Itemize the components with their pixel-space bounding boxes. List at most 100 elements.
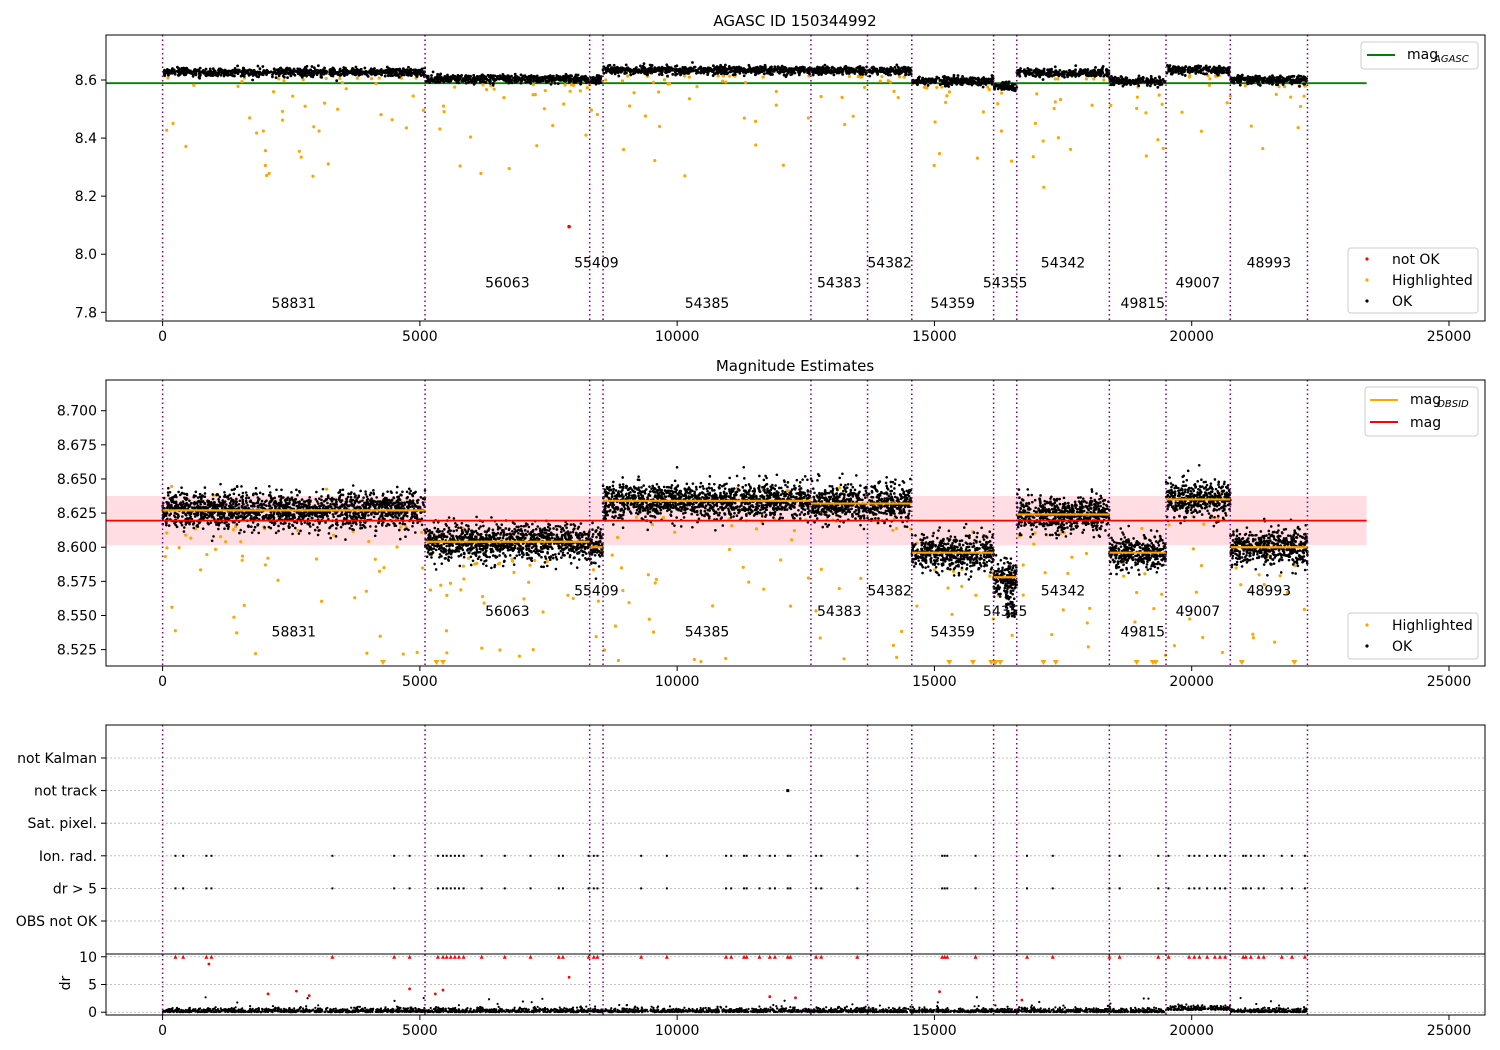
highlighted-point [711, 604, 715, 608]
clipped-marker [1133, 660, 1140, 665]
highlighted-point [311, 174, 315, 178]
ok-point [1080, 69, 1083, 73]
ok-point [246, 504, 249, 507]
ok-point [482, 80, 485, 84]
ok-point [181, 67, 185, 71]
ok-point [1278, 79, 1282, 82]
highlighted-point [960, 584, 964, 588]
ok-point [210, 72, 213, 76]
panel-magnitude-estimates: Magnitude Estimates 58831560635540954385… [57, 357, 1486, 690]
ok-point [599, 77, 602, 81]
ok-point [450, 75, 454, 79]
highlighted-point [480, 646, 484, 650]
ok-point [776, 70, 780, 74]
ok-point [358, 73, 362, 76]
ok-point [329, 502, 332, 506]
highlighted-point [610, 553, 614, 557]
ok-point [1196, 64, 1200, 68]
obsid-label: 54355 [983, 276, 1028, 292]
ok-point [555, 74, 559, 77]
highlighted-point [616, 658, 621, 663]
highlighted-point [842, 657, 846, 661]
highlighted-point [851, 114, 855, 118]
highlighted-point [439, 583, 443, 587]
ok-point [941, 75, 945, 79]
ok-point [380, 522, 384, 526]
highlighted-point [484, 87, 489, 92]
highlighted-point [585, 86, 589, 90]
ok-point [284, 501, 288, 505]
highlighted-point [1043, 571, 1047, 575]
ok-point [348, 514, 352, 517]
highlighted-point [1056, 136, 1060, 140]
ok-point [937, 76, 941, 80]
ok-point [389, 73, 393, 77]
ok-point [989, 78, 993, 82]
ok-point [163, 70, 166, 73]
ok-point [383, 74, 387, 78]
highlighted-point [743, 80, 748, 85]
highlighted-point [240, 80, 244, 84]
highlighted-point [177, 546, 181, 550]
ok-point [308, 73, 312, 77]
ok-point [721, 68, 725, 72]
highlighted-point [266, 556, 270, 560]
ok-point [939, 78, 943, 82]
highlighted-point [271, 90, 276, 94]
ok-point [1158, 78, 1162, 82]
ok-point [930, 77, 934, 81]
ok-point [633, 71, 637, 75]
ok-point [852, 70, 855, 74]
ok-point [1029, 68, 1033, 72]
ok-point [198, 492, 202, 496]
ok-point [1121, 84, 1125, 88]
ok-point [175, 65, 179, 69]
ok-point [544, 79, 548, 83]
ok-point [312, 66, 316, 70]
highlighted-point [843, 122, 847, 127]
ok-point [484, 77, 488, 81]
ok-point [1169, 67, 1173, 71]
ok-point [871, 65, 875, 69]
clipped-marker [433, 660, 440, 665]
ok-point [256, 71, 260, 75]
ok-point [282, 69, 286, 73]
ok-point [237, 493, 241, 497]
highlighted-point [512, 570, 516, 574]
highlighted-point [653, 158, 657, 163]
highlighted-point [888, 80, 893, 84]
highlighted-point [1220, 650, 1225, 655]
ok-point [1125, 76, 1129, 80]
highlighted-point [1009, 159, 1014, 163]
ok-point [760, 67, 764, 70]
highlighted-point [263, 163, 267, 168]
ok-point [1263, 76, 1267, 80]
highlighted-point [940, 85, 944, 89]
ok-point [342, 69, 346, 73]
highlighted-point [935, 85, 939, 90]
ok-point [992, 86, 996, 89]
highlighted-point [1021, 593, 1025, 597]
ok-point [331, 513, 335, 516]
highlighted-point [421, 108, 425, 112]
ok-point [372, 489, 375, 492]
ok-point [658, 68, 662, 72]
ok-point [275, 488, 278, 492]
ok-point [773, 65, 777, 69]
ok-point [192, 494, 196, 497]
highlighted-point [1135, 95, 1139, 99]
highlighted-point [621, 588, 625, 593]
ok-point [217, 527, 220, 531]
highlighted-point [925, 86, 929, 90]
ok-point [1023, 68, 1026, 72]
ok-point [832, 67, 836, 70]
ok-point [484, 80, 488, 84]
ok-point [168, 513, 171, 517]
ok-point [671, 72, 675, 76]
ok-point [519, 79, 523, 83]
ok-point [329, 74, 333, 78]
ok-point [715, 65, 719, 68]
highlighted-point [541, 610, 545, 614]
ok-point [181, 515, 184, 518]
ok-point [976, 80, 979, 84]
